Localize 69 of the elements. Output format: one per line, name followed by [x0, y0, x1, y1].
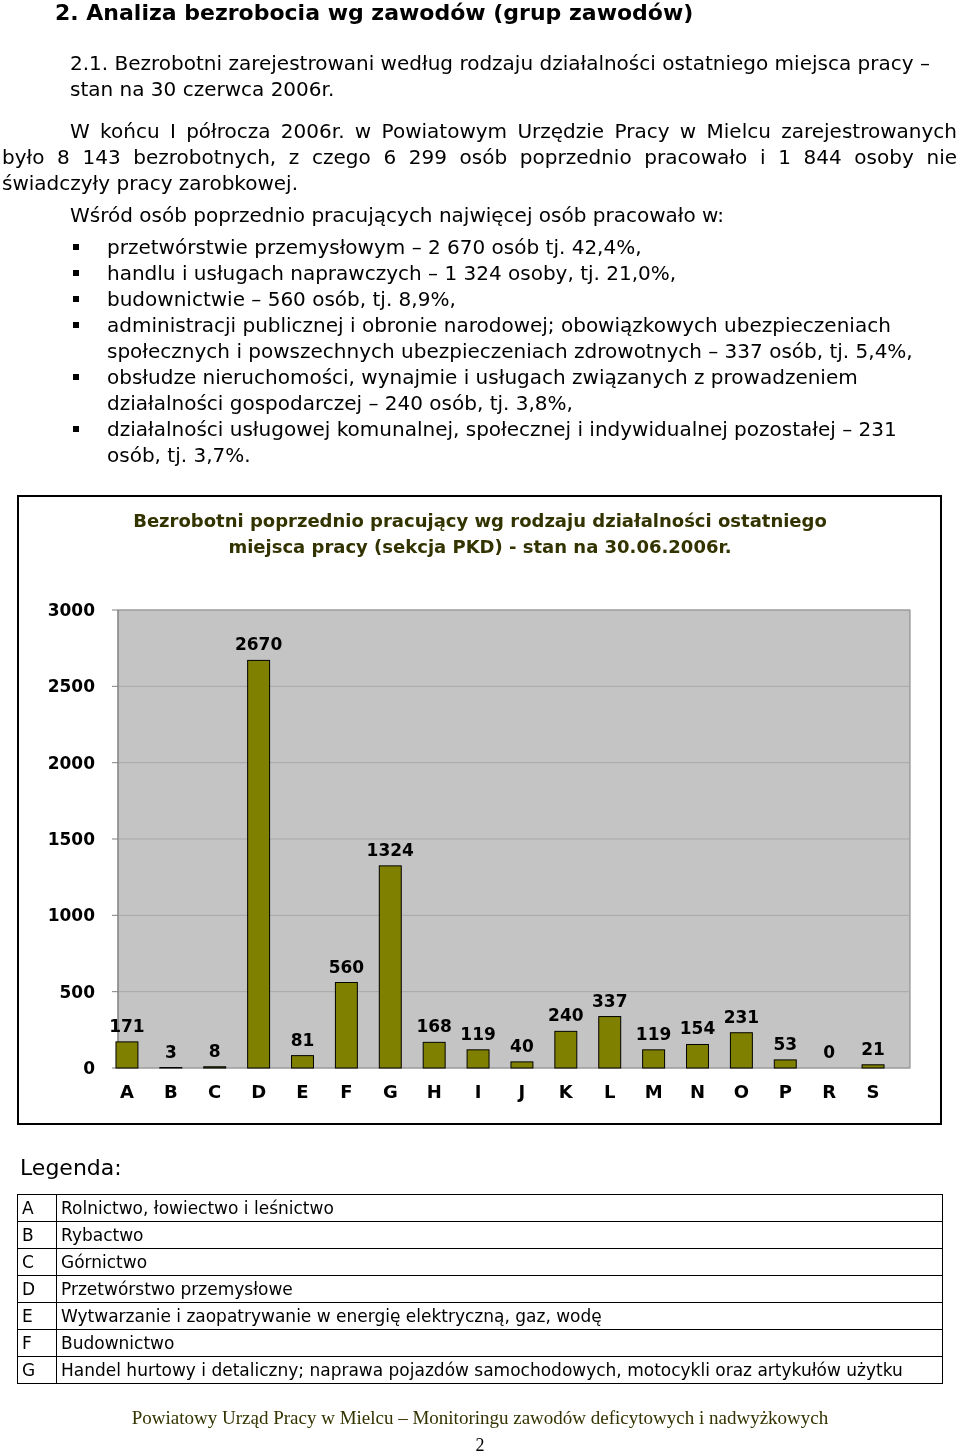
text: przetwórstwie przemysłowym – 2 670 osób tj. 42,4%, [106, 234, 643, 260]
category-label: C [22, 1252, 34, 1272]
text: Rybactwo [56, 1221, 943, 1249]
x-tick-label: B [163, 1081, 178, 1102]
data-label: 0 [823, 1042, 836, 1062]
y-tick-label: 1500 [47, 828, 96, 849]
text: Legenda: [20, 1155, 122, 1181]
data-label: 231 [723, 1006, 760, 1027]
text: Wśród osób poprzednio pracujących najwięcej osób pracowało w: [70, 202, 725, 228]
data-label: 3 [164, 1041, 177, 1062]
x-tick-label: D [251, 1081, 267, 1102]
y-tick-label: 0 [83, 1057, 96, 1078]
text: Rolnictwo, łowiectwo i leśnictwo [56, 1194, 943, 1222]
data-label: 81 [290, 1029, 315, 1050]
y-tick-label: 2500 [47, 676, 96, 697]
text: Budownictwo [56, 1329, 943, 1357]
x-tick-label: J [516, 1081, 526, 1102]
data-label: 8 [208, 1040, 221, 1061]
data-label: 53 [773, 1033, 798, 1054]
data-label: 171 [109, 1015, 145, 1036]
x-tick-label: C [208, 1081, 222, 1102]
category-label: G [22, 1360, 36, 1380]
text: Wytwarzanie i zaopatrywanie w energię elektryczną, gaz, wodę [56, 1302, 943, 1330]
category-label: B [22, 1225, 34, 1245]
x-tick-label: I [474, 1081, 482, 1102]
x-tick-label: F [340, 1081, 353, 1102]
data-label: 2670 [234, 634, 283, 655]
text: Powiatowy Urząd Pracy w Mielcu – Monitoringu zawodów deficytowych i nadwyżkowych [130, 1406, 830, 1430]
data-label: 168 [416, 1016, 452, 1037]
y-tick-label: 500 [59, 981, 96, 1002]
data-label: 21 [861, 1038, 885, 1059]
category-label: A [22, 1198, 34, 1218]
x-tick-label: N [689, 1081, 706, 1102]
text: W końcu I półrocza 2006r. w Powiatowym Urzędzie Pracy w Mielcu zarejestrowanych było 8 143 bezrobotnych, z czego 6 299 osób poprzednio pracowało i 1 844 osoby nie świadczyły pracy zarobkowej. [2, 118, 957, 196]
data-label: 119 [460, 1023, 496, 1044]
text: 2.1. Bezrobotni zarejestrowani według rodzaju działalności ostatniego miejsca pracy – stan na 30 czerwca 2006r. [70, 50, 931, 102]
x-tick-label: O [733, 1081, 750, 1102]
x-tick-label: P [778, 1081, 792, 1102]
data-label: 337 [591, 990, 628, 1011]
text: 2 [474, 1434, 486, 1451]
data-label: 119 [635, 1023, 672, 1044]
x-tick-label: H [426, 1081, 442, 1102]
data-label: 240 [548, 1005, 584, 1026]
category-label: E [22, 1306, 33, 1326]
data-label: 1324 [366, 839, 415, 860]
text: Handel hurtowy i detaliczny; naprawa pojazdów samochodowych, motocykli oraz artykułów użytku [56, 1356, 943, 1384]
text: budownictwie – 560 osób, tj. 8,9%, [106, 286, 457, 312]
x-tick-label: L [603, 1081, 616, 1102]
y-tick-label: 1000 [47, 905, 96, 926]
category-label: F [22, 1333, 32, 1353]
x-tick-label: G [382, 1081, 398, 1102]
text: Przetwórstwo przemysłowe [56, 1275, 943, 1303]
category-label: D [22, 1279, 36, 1299]
y-tick-label: 2000 [47, 752, 96, 773]
data-label: 560 [328, 956, 365, 977]
x-tick-label: A [119, 1081, 134, 1102]
y-tick-label: 3000 [47, 599, 96, 620]
chart-title: Bezrobotni poprzednio pracujący wg rodzaju działalności ostatniego miejsca pracy (sekcja PKD) - stan na 30.06.2006r. [132, 509, 828, 559]
text: Górnictwo [56, 1248, 943, 1276]
text: 2. Analiza bezrobocia wg zawodów (grup zawodów) [55, 0, 694, 26]
data-label: 40 [510, 1035, 534, 1056]
data-label: 154 [679, 1018, 716, 1039]
x-tick-label: E [296, 1081, 309, 1102]
x-tick-label: M [644, 1081, 663, 1102]
x-tick-label: R [822, 1081, 837, 1102]
text: działalności usługowej komunalnej, społecznej i indywidualnej pozostałej – 231 osób, tj. 3,7%. [106, 416, 898, 468]
x-tick-label: K [558, 1081, 574, 1102]
text: handlu i usługach naprawczych – 1 324 osoby, tj. 21,0%, [106, 260, 678, 286]
x-tick-label: S [866, 1081, 880, 1102]
